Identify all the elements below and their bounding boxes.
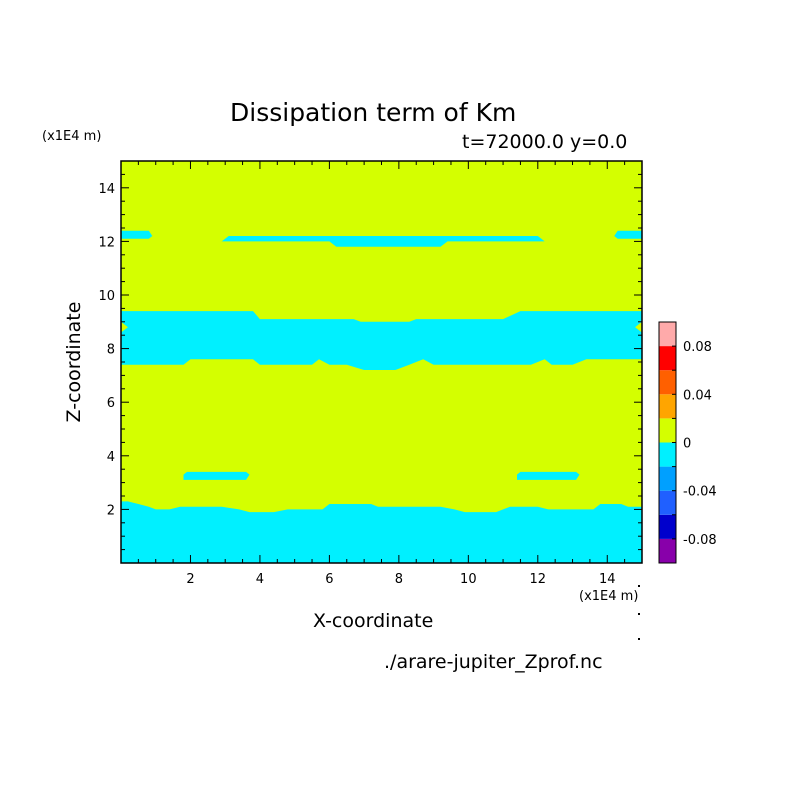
- y-unit-label: (x1E4 m): [42, 129, 102, 144]
- x-axis-label: X-coordinate: [313, 610, 434, 632]
- corner-mark: [638, 638, 640, 640]
- colorbar: 0.08 0.04 0 -0.04 -0.08: [658, 321, 717, 564]
- colorbar-swatch: [659, 370, 676, 395]
- x-tick-label: 8: [395, 572, 403, 587]
- x-tick-label: 4: [256, 572, 264, 587]
- y-tick-label: 2: [107, 503, 115, 518]
- negative-region-1: [121, 311, 642, 370]
- colorbar-label: 0.04: [683, 388, 712, 403]
- x-tick-label: 2: [186, 572, 194, 587]
- chart-title: Dissipation term of Km: [230, 98, 517, 127]
- colorbar-label: 0.08: [683, 340, 712, 355]
- colorbar-swatch: [659, 538, 676, 563]
- x-tick-label: 12: [530, 572, 547, 587]
- colorbar-swatch: [659, 490, 676, 515]
- plot-area: [121, 161, 642, 563]
- y-tick-label: 6: [107, 396, 115, 411]
- colorbar-label: 0: [683, 437, 691, 452]
- colorbar-label: -0.08: [683, 533, 717, 548]
- colorbar-swatch: [659, 394, 676, 419]
- colorbar-swatch: [659, 514, 676, 539]
- negative-region-6: [517, 471, 580, 480]
- y-tick-label: 8: [107, 343, 115, 358]
- x-tick-label: 10: [460, 572, 477, 587]
- negative-region-3: [121, 230, 153, 239]
- chart-subtitle: t=72000.0 y=0.0: [462, 131, 628, 153]
- negative-region-2: [221, 236, 545, 247]
- colorbar-swatch: [659, 346, 676, 371]
- corner-marks: [638, 585, 640, 640]
- x-tick-label: 6: [325, 572, 333, 587]
- colorbar-label: -0.04: [683, 485, 717, 500]
- corner-mark: [638, 613, 640, 615]
- axes: 2 4 6 8 10 12 14 2 4 6 8 10 12 14: [98, 160, 643, 587]
- negative-region-0: [121, 501, 642, 563]
- colorbar-swatch: [659, 418, 676, 443]
- x-tick-label: 14: [599, 572, 616, 587]
- colorbar-swatch: [659, 442, 676, 467]
- footer-filename: ./arare-jupiter_Zprof.nc: [384, 651, 603, 673]
- y-tick-label: 12: [98, 235, 115, 250]
- negative-region-5: [183, 471, 250, 480]
- y-tick-label: 14: [98, 182, 115, 197]
- corner-mark: [638, 585, 640, 587]
- colorbar-swatch: [659, 466, 676, 491]
- x-unit-label: (x1E4 m): [579, 589, 639, 604]
- y-tick-label: 10: [98, 289, 115, 304]
- negative-region-4: [614, 230, 642, 239]
- y-tick-label: 4: [107, 450, 115, 465]
- colorbar-swatch: [659, 322, 676, 347]
